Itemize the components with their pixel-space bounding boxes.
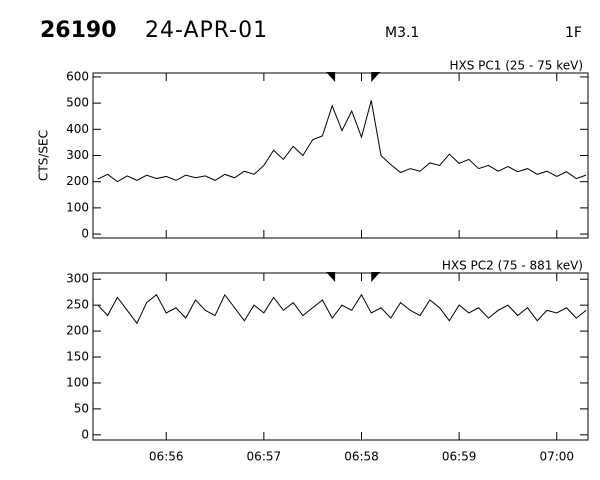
data-line: [97, 100, 587, 183]
y-tick-label: 600: [66, 69, 89, 83]
x-tick-label: 06:56: [149, 450, 184, 464]
y-tick-label: 250: [66, 298, 89, 312]
y-axis-label: CTS/SEC: [37, 130, 51, 181]
x-tick-label: 06:59: [442, 450, 477, 464]
data-line: [97, 293, 587, 325]
y-tick-label: 200: [66, 174, 89, 188]
flag-marker: [371, 72, 381, 82]
y-tick-label: 0: [81, 227, 89, 241]
y-tick-label: 200: [66, 324, 89, 338]
flare-importance: 1F: [565, 25, 582, 41]
y-tick-label: 500: [66, 96, 89, 110]
panel-title: HXS PC2 (75 - 881 keV): [442, 259, 583, 273]
flare-class: M3.1: [385, 25, 419, 41]
y-tick-label: 50: [74, 401, 89, 415]
plot-frame: [92, 272, 589, 441]
observation-id: 26190: [40, 18, 117, 43]
x-tick-label: 06:58: [344, 450, 379, 464]
y-tick-label: 0: [81, 427, 89, 441]
date: 24-APR-01: [145, 18, 268, 43]
y-tick-label: 150: [66, 350, 89, 364]
plot-frame: [92, 72, 589, 239]
y-tick-label: 100: [66, 375, 89, 389]
flag-marker: [326, 272, 336, 282]
flag-marker: [326, 72, 336, 82]
x-tick-label: 06:57: [247, 450, 282, 464]
panel-title: HXS PC1 (25 - 75 keV): [449, 59, 583, 73]
x-tick-label: 07:00: [539, 450, 574, 464]
flag-marker: [371, 272, 381, 282]
y-tick-label: 300: [66, 148, 89, 162]
y-tick-label: 300: [66, 272, 89, 286]
y-tick-label: 400: [66, 122, 89, 136]
y-tick-label: 100: [66, 200, 89, 214]
